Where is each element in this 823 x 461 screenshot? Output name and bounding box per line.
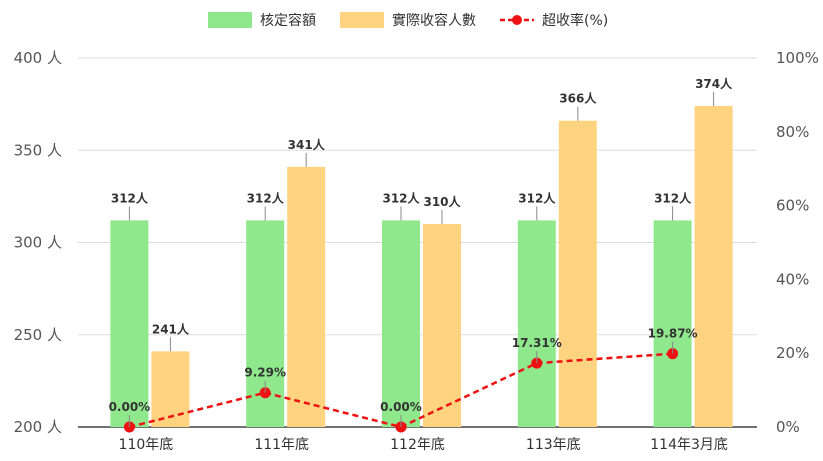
- y-right-tick-label: 100%: [776, 49, 819, 67]
- data-label: 312人: [111, 190, 149, 205]
- data-label: 312人: [518, 190, 556, 205]
- data-label: 0.00%: [109, 400, 151, 414]
- data-label: 9.29%: [244, 366, 286, 380]
- y-left-tick-label: 200 人: [14, 418, 62, 436]
- y-right-tick-label: 0%: [776, 418, 800, 436]
- legend-swatch: [340, 12, 384, 28]
- data-label: 0.00%: [380, 400, 422, 414]
- legend-swatch: [208, 12, 252, 28]
- bar: [558, 120, 597, 427]
- legend-label: 核定容額: [260, 12, 316, 29]
- y-right-tick-label: 40%: [776, 270, 809, 288]
- legend-label: 實際收容人數: [392, 12, 476, 29]
- y-right-tick-label: 20%: [776, 344, 809, 362]
- data-label: 312人: [247, 190, 285, 205]
- y-left-tick-label: 400 人: [14, 49, 62, 67]
- y-left-tick-label: 350 人: [14, 141, 62, 159]
- data-label-layer: 312人 312人 312人 312人 312人 241人 341人 310人 366人 374人…: [109, 76, 733, 427]
- data-label: 341人: [288, 137, 326, 152]
- data-label: 374人: [695, 76, 733, 91]
- bar: [423, 224, 461, 427]
- x-tick-label: 110年底: [119, 437, 174, 453]
- bar: [110, 220, 149, 427]
- data-label: 312人: [654, 190, 692, 205]
- x-tick-label: 112年底: [390, 437, 445, 453]
- data-label: 241人: [152, 321, 190, 336]
- data-label: 17.31%: [512, 336, 562, 350]
- legend: 核定容額 實際收容人數 超收率(%): [208, 12, 608, 29]
- legend-marker: [512, 15, 522, 25]
- bar: [287, 166, 326, 428]
- y-left-tick-label: 250 人: [14, 326, 62, 344]
- data-label: 366人: [559, 91, 597, 106]
- bar: [517, 220, 556, 427]
- data-label: 312人: [382, 190, 420, 205]
- data-label: 19.87%: [648, 327, 698, 341]
- bar: [382, 220, 420, 427]
- y-right-tick-label: 60%: [776, 197, 809, 215]
- x-tick-label: 113年底: [526, 437, 581, 453]
- y-right-tick-label: 80%: [776, 123, 809, 141]
- legend-label: 超收率(%): [542, 12, 608, 29]
- bar-layer: [110, 105, 733, 428]
- x-tick-label: 111年底: [254, 437, 309, 453]
- data-label: 310人: [423, 194, 461, 209]
- y-left-tick-label: 300 人: [14, 234, 62, 252]
- x-tick-label: 114年3月底: [650, 437, 728, 453]
- bar: [653, 220, 692, 427]
- bar: [694, 105, 733, 427]
